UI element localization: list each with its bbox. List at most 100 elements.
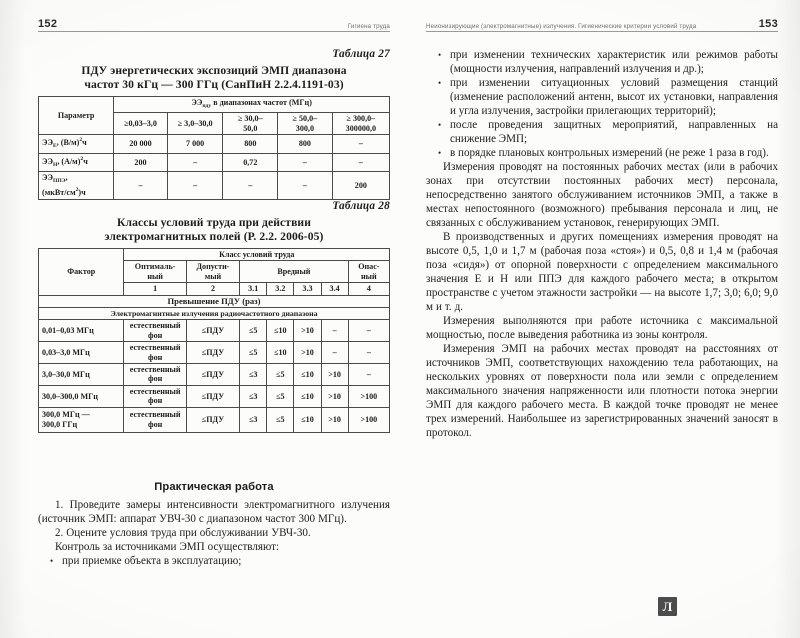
table28-r3-c34: >10 [320, 363, 349, 386]
table28-r5-c32: ≤5 [266, 406, 295, 433]
right-running-title: Неионизирующие (электромагнитные) излуче… [426, 23, 697, 30]
table27-r3c1: – [113, 171, 168, 200]
table27-row2-label: ЭЭН, (А/м)2ч [37, 152, 115, 173]
table27-r2c4: – [277, 152, 333, 173]
table28-class-names-row: Оптималь-ный Допусти-мый Вредный Опас-ны… [39, 260, 391, 284]
table28-r5-c34: >10 [320, 406, 349, 433]
table27-r1c1: 20 000 [113, 134, 168, 154]
table27-group-header: ЭЭпду в диапазонах частот (МГц) [113, 95, 390, 114]
table27-caption: Таблица 27 [332, 48, 390, 60]
table28-r3-factor: 3,0–30,0 МГц [37, 363, 125, 386]
right-paragraph-1: Измерения проводят на постоянных рабочих… [426, 161, 778, 229]
table28-r2-c34: – [320, 341, 349, 365]
table27-col-5: ≥ 300,0– 300000,0 [331, 112, 391, 136]
table27-r3c4: – [277, 171, 333, 200]
table28-title-line2: электромагнитных полей (Р. 2.2. 2006-05) [104, 230, 324, 243]
table-row: ЭЭЕ, (В/м)2ч 20 000 7 000 800 800 – [37, 134, 391, 154]
table27-col-3: ≥ 30,0– 50,0 [222, 112, 279, 136]
table28-band-excess-row: Превышение ПДУ (раз) [38, 294, 390, 309]
table28-r1-permissible: ≤ПДУ [185, 319, 241, 343]
table27-r1c5: – [331, 134, 391, 154]
list-item: при изменении ситуационных условий разме… [436, 76, 778, 118]
practical-work-heading: Практическая работа [154, 481, 274, 493]
list-item: в порядке плановых контрольных измерений… [436, 146, 778, 160]
table28-r1-c4: – [347, 319, 391, 343]
table28-r4-factor: 30,0–300,0 МГц [37, 384, 125, 408]
table27-row1-label: ЭЭЕ, (В/м)2ч [37, 134, 115, 154]
table28-class-33: 3.3 [293, 282, 322, 296]
table28-r3-optimal: естественный фон [123, 363, 187, 386]
table27-r2c3: 0,72 [222, 152, 279, 173]
table27-r3c5: 200 [331, 171, 391, 200]
table28-r3-c4: – [347, 363, 391, 386]
table28-r1-optimal: естественный фон [123, 319, 187, 343]
right-page: Неионизирующие (электромагнитные) излуче… [400, 0, 800, 638]
right-paragraph-3: Измерения выполняются при работе источни… [426, 315, 778, 341]
table27-r1c3: 800 [222, 134, 279, 154]
table28-r3-c33: ≤10 [293, 363, 322, 386]
table28-r4-permissible: ≤ПДУ [185, 384, 241, 408]
table28: Фактор Класс условий труда Оптималь-ный … [37, 247, 391, 433]
table28-r1-factor: 0,01–0,03 МГц [37, 319, 125, 343]
table28-class-header-row: Фактор Класс условий труда [37, 247, 390, 296]
left-running-head: 152 Гигиена труда [38, 16, 390, 30]
table27-title-line1: ПДУ энергетических экспозиций ЭМП диапаз… [81, 64, 347, 77]
right-running-head: Неионизирующие (электромагнитные) излуче… [426, 16, 778, 30]
table27-col-1: ≥0,03–3,0 [113, 112, 168, 136]
table28-dangerous-header: Опас-ный [347, 260, 391, 284]
table27-title-line2: частот 30 кГц — 300 ГГц (СанПиН 2.2.4.11… [84, 78, 344, 91]
table28-class-numbers-row: 1 2 3.1 3.2 3.3 3.4 4 [39, 282, 391, 296]
table27-r1c4: 800 [277, 134, 333, 154]
table28-band-excess: Превышение ПДУ (раз) [38, 294, 390, 309]
table28-r4-c4: >100 [347, 384, 391, 408]
table28-r1-c34: – [320, 319, 349, 343]
practical-item-1: 1. Проведите замеры интенсивности электр… [38, 499, 390, 525]
table28-class-4: 4 [347, 282, 391, 296]
table27-r3c2: – [166, 171, 224, 200]
table28-class-32: 3.2 [266, 282, 295, 296]
left-page: 152 Гигиена труда Таблица 27 ПДУ энергет… [0, 0, 400, 638]
list-item: при изменении технических характеристик … [436, 48, 778, 76]
table28-r5-permissible: ≤ПДУ [185, 406, 241, 433]
table28-class-31: 3.1 [239, 282, 268, 296]
table28-optimal-header: Оптималь-ный [123, 260, 187, 284]
table-row: 30,0–300,0 МГц естественный фон ≤ПДУ ≤3 ≤… [37, 384, 391, 408]
table28-r4-c31: ≤3 [239, 384, 268, 408]
table28-class-34: 3.4 [320, 282, 349, 296]
publisher-watermark-logo: Л [658, 597, 677, 616]
table28-r4-c34: >10 [320, 384, 349, 408]
table28-title-line1: Классы условий труда при действии [117, 216, 311, 229]
table28-class-2: 2 [185, 282, 241, 296]
table28-r2-optimal: естественный фон [123, 341, 187, 365]
right-paragraph-2: В производственных и других помещениях и… [426, 231, 778, 313]
right-paragraph-4: Измерения ЭМП на рабочих местах проводят… [426, 343, 778, 439]
table27-r2c2: – [166, 152, 224, 173]
table28-r2-c33: >10 [293, 341, 322, 365]
table-row: 3,0–30,0 МГц естественный фон ≤ПДУ ≤3 ≤5 … [37, 363, 391, 386]
table27-col-2: ≥ 3,0–30,0 [166, 112, 224, 136]
table-row: ЭЭППЭ, (мкВт/см2)ч – – – – 200 [37, 171, 391, 200]
table28-band-section-row: Электромагнитные излучения радиочастотно… [38, 307, 390, 321]
table28-r1-c32: ≤10 [266, 319, 295, 343]
right-header-rule [426, 31, 778, 32]
table28-class-1: 1 [123, 282, 187, 296]
table28-r3-permissible: ≤ПДУ [185, 363, 241, 386]
table28-r5-factor: 300,0 МГц —300,0 ГГц [37, 406, 125, 433]
table27-param-header: Параметр [37, 95, 115, 136]
list-item: при приемке объекта в эксплуатацию; [48, 554, 390, 568]
practical-bullet-list: при приемке объекта в эксплуатацию; [38, 554, 390, 568]
table28-band-section: Электромагнитные излучения радиочастотно… [38, 307, 390, 321]
table27-r1c2: 7 000 [166, 134, 224, 154]
table28-r4-c32: ≤5 [266, 384, 295, 408]
table28-r1-c31: ≤5 [239, 319, 268, 343]
practical-item-3: Контроль за источниками ЭМП осуществляют… [55, 541, 280, 553]
table27-r2c5: – [331, 152, 391, 173]
table28-factor-header: Фактор [37, 248, 125, 296]
table28-r5-c33: ≤10 [293, 406, 322, 433]
table28-r2-c4: – [347, 341, 391, 365]
table27-title: ПДУ энергетических экспозиций ЭМП диапаз… [38, 64, 390, 92]
table-row: ЭЭН, (А/м)2ч 200 – 0,72 – – [37, 152, 391, 173]
right-bullet-list: при изменении технических характеристик … [426, 48, 778, 160]
table27-group-header-row: Параметр ЭЭпду в диапазонах частот (МГц) [37, 95, 390, 136]
